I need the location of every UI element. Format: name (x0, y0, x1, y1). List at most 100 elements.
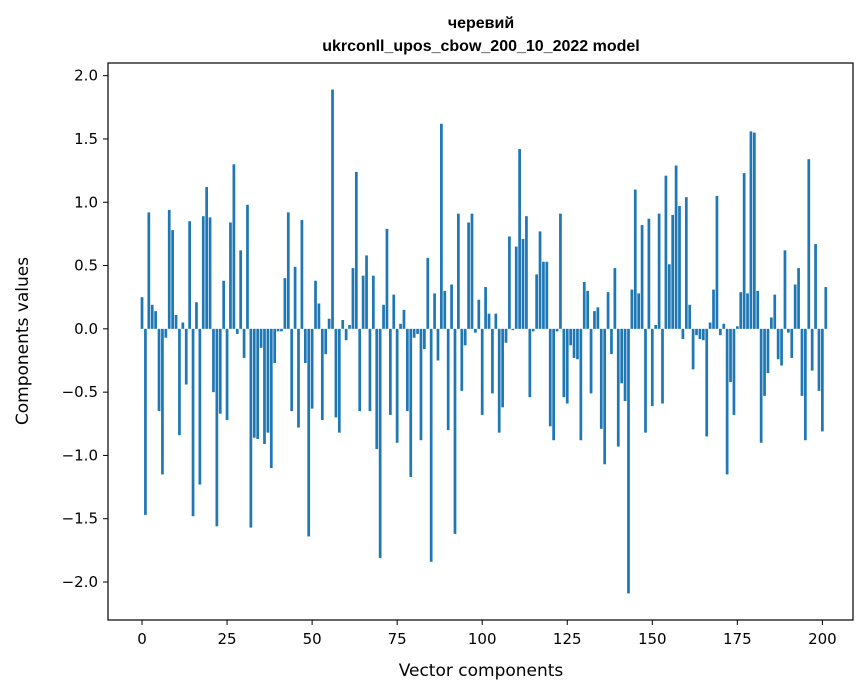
bar (470, 213, 474, 329)
bar (259, 328, 263, 348)
bar (698, 328, 702, 339)
bar (661, 328, 664, 404)
bar (824, 287, 828, 329)
bar (263, 328, 266, 445)
bar (688, 304, 692, 329)
bar (657, 213, 661, 329)
bar (480, 328, 484, 415)
bar (181, 322, 185, 329)
bar (378, 328, 382, 558)
bar (691, 328, 695, 370)
bar (239, 250, 243, 329)
bar (725, 328, 729, 475)
bar (409, 328, 413, 477)
bar (375, 328, 379, 450)
bar (732, 328, 736, 415)
bar (559, 213, 562, 329)
bar (460, 328, 464, 391)
x-tick-label: 125 (553, 630, 582, 648)
bar (501, 328, 504, 408)
bar (715, 195, 719, 329)
bar (797, 268, 800, 329)
bar (817, 328, 821, 391)
bar (293, 266, 297, 329)
x-tick-label: 200 (808, 630, 837, 648)
bar (793, 284, 797, 329)
y-tick-label: 2.0 (74, 67, 98, 85)
bar (154, 311, 157, 329)
bar (300, 219, 304, 329)
bar (599, 328, 603, 429)
bar (208, 217, 212, 329)
bar (610, 328, 613, 355)
bar (222, 280, 226, 329)
bar (303, 328, 307, 364)
bar (770, 317, 773, 329)
bar (426, 257, 430, 329)
bar (416, 328, 419, 334)
bar (147, 212, 151, 329)
bar (531, 328, 535, 332)
bar (167, 209, 171, 329)
bar (249, 328, 253, 528)
bar (191, 328, 195, 517)
bar (354, 171, 358, 329)
bar (491, 328, 494, 394)
bar (297, 328, 300, 428)
bar (511, 328, 515, 331)
bar (787, 328, 790, 333)
bar (266, 328, 270, 433)
bar (463, 328, 467, 346)
bar (358, 328, 362, 412)
x-tick-label: 50 (303, 630, 322, 648)
bar (341, 319, 345, 329)
bar (365, 255, 368, 329)
bar (232, 164, 236, 329)
bar (361, 275, 365, 329)
bar (269, 328, 273, 469)
bar (171, 230, 174, 329)
bar (178, 328, 181, 436)
bar (205, 187, 209, 329)
bar (348, 325, 351, 329)
bars-group (140, 89, 828, 594)
bar (538, 231, 542, 329)
bar (218, 328, 222, 414)
bar (484, 287, 487, 329)
bar (317, 303, 321, 329)
bar (324, 328, 328, 355)
y-tick-label: 0.0 (74, 320, 98, 338)
bar (576, 328, 579, 360)
bar (351, 268, 355, 329)
bar (188, 221, 191, 329)
bar (667, 264, 671, 329)
bar (810, 328, 814, 371)
bar (521, 238, 525, 329)
bar (623, 328, 627, 401)
bar (474, 328, 477, 333)
bar (589, 328, 593, 394)
bar (742, 173, 746, 329)
bar (705, 328, 709, 437)
bar (161, 328, 164, 475)
bar (776, 328, 780, 360)
bar (606, 292, 610, 329)
bar (195, 302, 198, 329)
bar (392, 294, 396, 329)
bar (344, 328, 348, 341)
x-tick-label: 25 (218, 630, 237, 648)
bar (412, 328, 416, 338)
bar (616, 328, 620, 447)
bar (320, 328, 324, 420)
bar (280, 328, 283, 332)
y-tick-label: −1.5 (62, 510, 98, 528)
bar (752, 132, 756, 329)
bar (565, 328, 569, 404)
bar (290, 328, 294, 412)
bar (273, 328, 277, 364)
bar (453, 328, 457, 534)
y-tick-label: −1.0 (62, 446, 98, 464)
bar (433, 293, 436, 329)
bar (545, 261, 549, 329)
bar (644, 328, 647, 433)
